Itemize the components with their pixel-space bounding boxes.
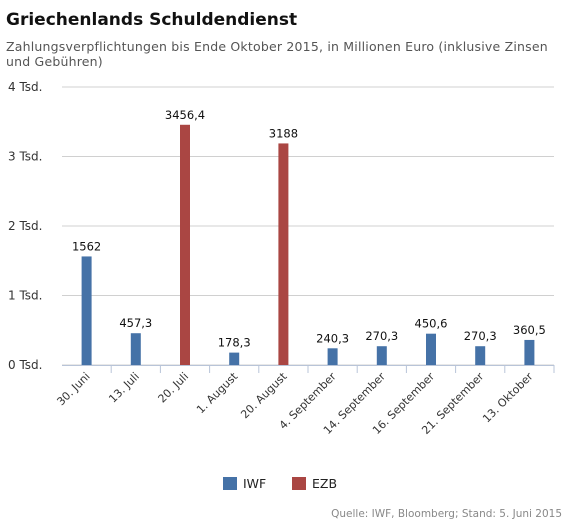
bar-iwf — [130, 333, 141, 365]
y-tick-label: 2 Tsd. — [8, 219, 42, 233]
y-tick-label: 4 Tsd. — [8, 80, 42, 94]
data-label: 270,3 — [464, 329, 497, 343]
legend-item-ezb[interactable]: EZB — [292, 476, 337, 491]
bar-iwf — [475, 346, 486, 365]
data-label: 1562 — [72, 239, 101, 253]
bar-iwf — [327, 348, 338, 365]
legend-label: IWF — [243, 476, 266, 491]
legend[interactable]: IWF EZB — [223, 476, 337, 491]
bar-iwf — [229, 352, 240, 365]
legend-swatch — [223, 477, 237, 490]
data-label: 240,3 — [316, 331, 349, 345]
data-label: 457,3 — [119, 316, 152, 330]
x-tick-label: 20. Juli — [156, 370, 192, 406]
y-tick-label: 3 Tsd. — [8, 150, 42, 164]
chart-subtitle: Zahlungsverpflichtungen bis Ende Oktober… — [6, 39, 548, 69]
bar-iwf — [524, 339, 535, 365]
bars-layer — [81, 124, 535, 365]
bar-ezb — [278, 143, 289, 365]
bar-iwf — [376, 346, 387, 365]
data-label: 270,3 — [365, 329, 398, 343]
legend-label: EZB — [312, 476, 337, 491]
data-label: 450,6 — [415, 317, 448, 331]
legend-item-iwf[interactable]: IWF — [223, 476, 266, 491]
y-tick-label: 1 Tsd. — [8, 289, 42, 303]
x-tick-label: 30. Juni — [54, 370, 92, 408]
chart-title: Griechenlands Schuldendienst — [6, 10, 298, 30]
data-label: 3188 — [269, 126, 298, 140]
data-label: 360,5 — [513, 323, 546, 337]
x-tick-label: 13. Juli — [106, 370, 142, 406]
x-tick-label: 13. Oktober — [480, 370, 536, 426]
data-label: 3456,4 — [165, 108, 205, 122]
legend-swatch — [292, 477, 306, 490]
data-label: 178,3 — [218, 336, 251, 350]
bar-iwf — [426, 333, 436, 365]
x-tick-label: 1. August — [194, 369, 241, 416]
source-note: Quelle: IWF, Bloomberg; Stand: 5. Juni 2… — [331, 508, 562, 520]
y-tick-label: 0 Tsd. — [8, 358, 42, 372]
bar-ezb — [180, 124, 190, 365]
bar-iwf — [81, 256, 92, 365]
x-tick-label: 20. August — [238, 369, 290, 421]
grid-layer — [62, 86, 555, 373]
